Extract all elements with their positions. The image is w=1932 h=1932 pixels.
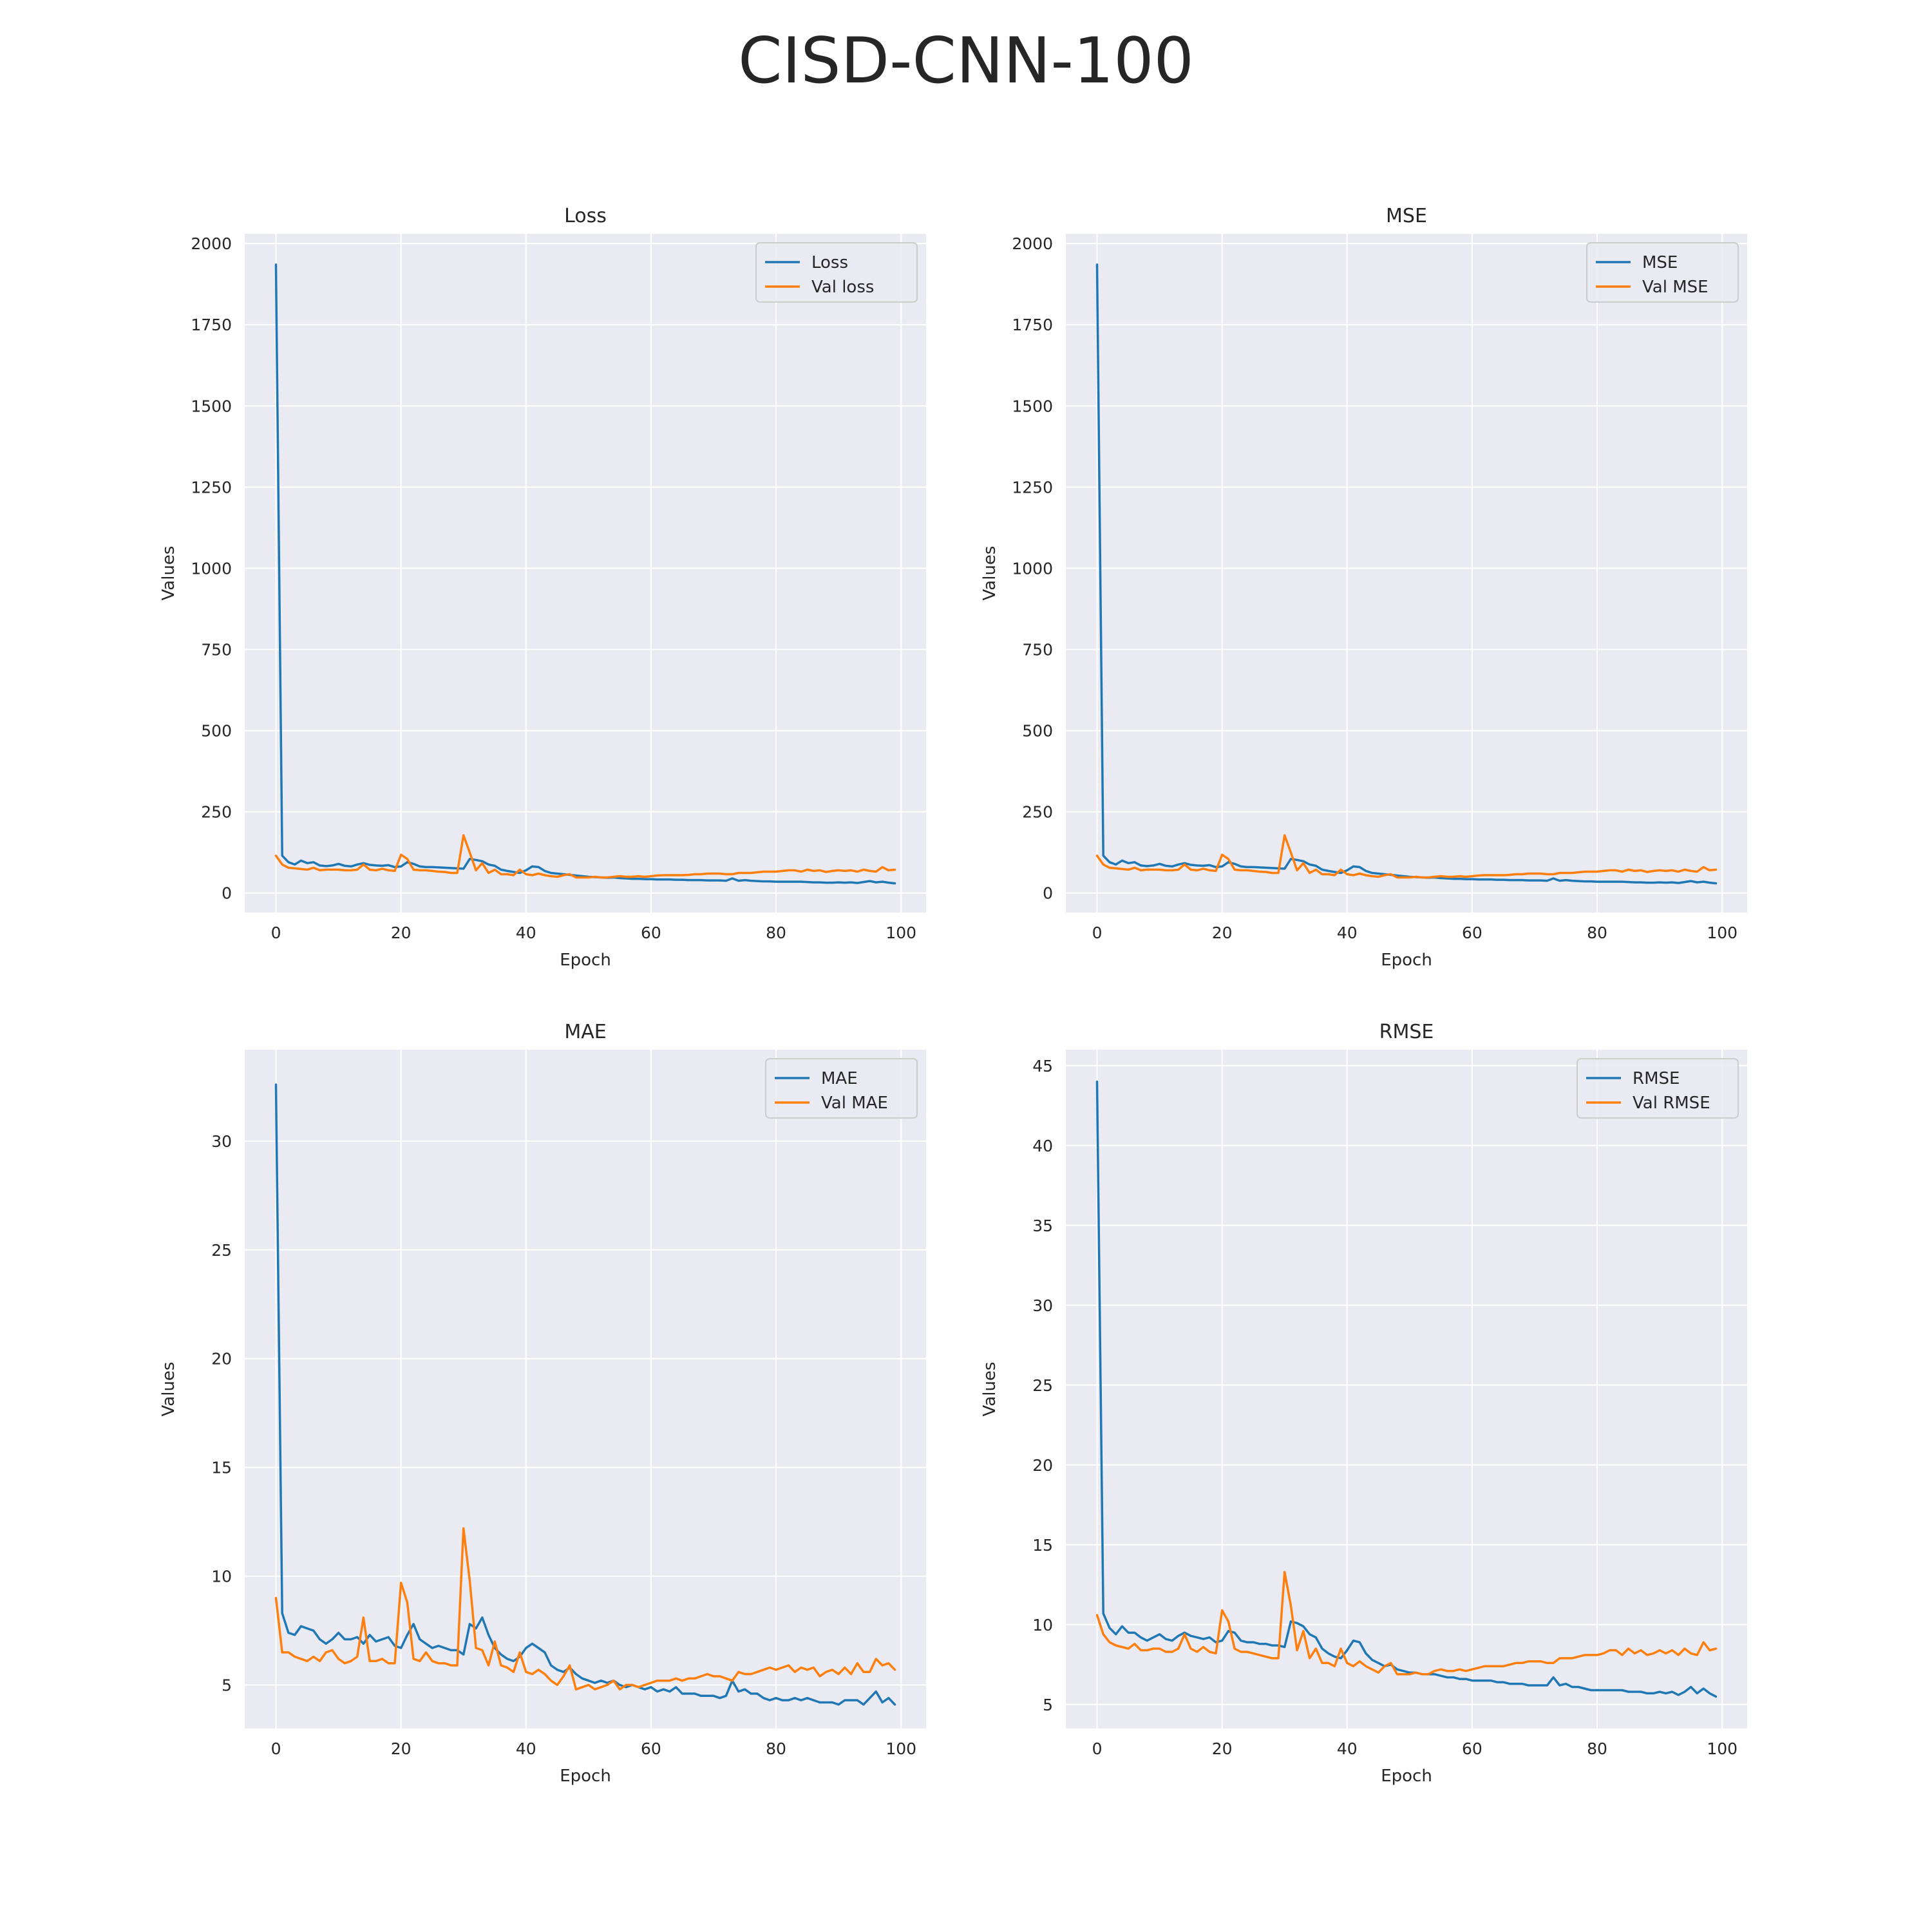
y-tick-label: 1000	[1012, 559, 1053, 578]
y-tick-label: 5	[1043, 1696, 1053, 1714]
x-tick-label: 100	[886, 1739, 916, 1758]
y-tick-label: 10	[211, 1567, 232, 1586]
y-tick-label: 45	[1032, 1057, 1053, 1075]
y-tick-label: 750	[201, 641, 232, 659]
legend-label: Val MSE	[1642, 278, 1709, 297]
plot-area	[245, 1050, 926, 1728]
x-tick-label: 80	[1587, 1739, 1607, 1758]
x-axis-label: Epoch	[560, 1766, 611, 1786]
x-tick-label: 0	[1092, 923, 1103, 942]
mae-subplot: 5 10 15 20 25 30 0 20 40 60 80 100 MAE Epoch Values MAE…	[159, 1021, 926, 1786]
legend-label: Val loss	[811, 278, 874, 297]
x-tick-label: 60	[641, 923, 661, 942]
y-tick-label: 2000	[1012, 234, 1053, 253]
y-tick-label: 25	[1032, 1376, 1053, 1395]
x-axis-label: Epoch	[1381, 951, 1432, 970]
legend-label: Val RMSE	[1633, 1094, 1710, 1113]
subplot-title: Loss	[564, 205, 607, 227]
y-axis-label: Values	[980, 546, 999, 601]
y-tick-label: 250	[1022, 803, 1053, 822]
y-tick-label: 1250	[1012, 478, 1053, 497]
y-tick-label: 1250	[191, 478, 232, 497]
figure-title: CISD-CNN-100	[738, 24, 1194, 98]
y-tick-label: 1750	[1012, 316, 1053, 334]
train-series-line	[1095, 1080, 1718, 1698]
val-series-line	[274, 1527, 896, 1690]
val-series-line	[274, 834, 896, 879]
y-tick-label: 750	[1022, 641, 1053, 659]
plot-area	[1066, 234, 1747, 913]
y-tick-label: 30	[1032, 1296, 1053, 1315]
legend: MSE Val MSE	[1586, 242, 1739, 303]
x-tick-label: 20	[391, 1739, 412, 1758]
y-tick-label: 15	[211, 1459, 232, 1477]
x-tick-label: 40	[1337, 923, 1358, 942]
y-tick-label: 15	[1032, 1536, 1053, 1555]
x-tick-label: 0	[271, 1739, 281, 1758]
mse-subplot: 0 250 500 750 1000 1250 1500 1750 2000 0 20 40 60 80 1…	[980, 205, 1747, 970]
plot-area	[245, 234, 926, 913]
x-tick-label: 100	[886, 923, 916, 942]
y-tick-label: 1750	[191, 316, 232, 334]
y-axis-label: Values	[980, 1362, 999, 1417]
y-axis-label: Values	[159, 546, 178, 601]
plot-area	[1066, 1050, 1747, 1728]
y-tick-label: 500	[1022, 722, 1053, 741]
x-axis-label: Epoch	[1381, 1766, 1432, 1786]
legend-label: Loss	[811, 253, 848, 272]
x-tick-label: 80	[766, 923, 786, 942]
y-tick-label: 5	[222, 1676, 232, 1694]
y-axis-label: Values	[159, 1362, 178, 1417]
y-tick-label: 30	[211, 1132, 232, 1151]
subplot-title: RMSE	[1379, 1021, 1434, 1043]
subplot-title: MAE	[564, 1021, 606, 1043]
x-tick-label: 60	[641, 1739, 661, 1758]
y-tick-label: 0	[1043, 884, 1053, 903]
y-tick-label: 250	[201, 803, 232, 822]
x-tick-label: 60	[1462, 923, 1482, 942]
legend-label: MSE	[1642, 253, 1678, 272]
y-tick-label: 1500	[1012, 397, 1053, 415]
legend-label: RMSE	[1633, 1069, 1680, 1088]
x-tick-label: 20	[1212, 923, 1233, 942]
x-tick-label: 20	[391, 923, 412, 942]
y-tick-label: 20	[1032, 1456, 1053, 1475]
x-tick-label: 100	[1707, 1739, 1738, 1758]
y-tick-label: 2000	[191, 234, 232, 253]
x-tick-label: 80	[766, 1739, 786, 1758]
legend: RMSE Val RMSE	[1577, 1058, 1739, 1119]
x-tick-label: 0	[271, 923, 281, 942]
x-tick-label: 0	[1092, 1739, 1103, 1758]
x-axis-label: Epoch	[560, 951, 611, 970]
legend: Loss Val loss	[755, 242, 918, 303]
y-tick-label: 40	[1032, 1137, 1053, 1155]
val-series-line	[1095, 834, 1718, 879]
legend-label: MAE	[821, 1069, 858, 1088]
x-tick-label: 60	[1462, 1739, 1482, 1758]
x-tick-label: 40	[516, 923, 536, 942]
x-tick-label: 80	[1587, 923, 1607, 942]
rmse-subplot: 5 10 15 20 25 30 35 40 45 0 20 40 60 80 100 RMSE Epoch Va…	[980, 1021, 1747, 1786]
train-series-line	[274, 1083, 896, 1706]
loss-subplot: 0 250 500 750 1000 1250 1500 1750 2000 0 20 40 60 80 1…	[159, 205, 926, 970]
y-tick-label: 500	[201, 722, 232, 741]
subplot-title: MSE	[1386, 205, 1427, 227]
y-tick-label: 25	[211, 1241, 232, 1260]
x-tick-label: 40	[516, 1739, 536, 1758]
x-tick-label: 20	[1212, 1739, 1233, 1758]
legend-label: Val MAE	[821, 1094, 888, 1113]
x-tick-label: 40	[1337, 1739, 1358, 1758]
y-tick-label: 1000	[191, 559, 232, 578]
val-series-line	[1095, 1571, 1718, 1676]
legend: MAE Val MAE	[765, 1058, 918, 1119]
x-tick-label: 100	[1707, 923, 1738, 942]
y-tick-label: 35	[1032, 1217, 1053, 1235]
y-tick-label: 10	[1032, 1616, 1053, 1634]
y-tick-label: 0	[222, 884, 232, 903]
y-tick-label: 1500	[191, 397, 232, 415]
y-tick-label: 20	[211, 1350, 232, 1368]
